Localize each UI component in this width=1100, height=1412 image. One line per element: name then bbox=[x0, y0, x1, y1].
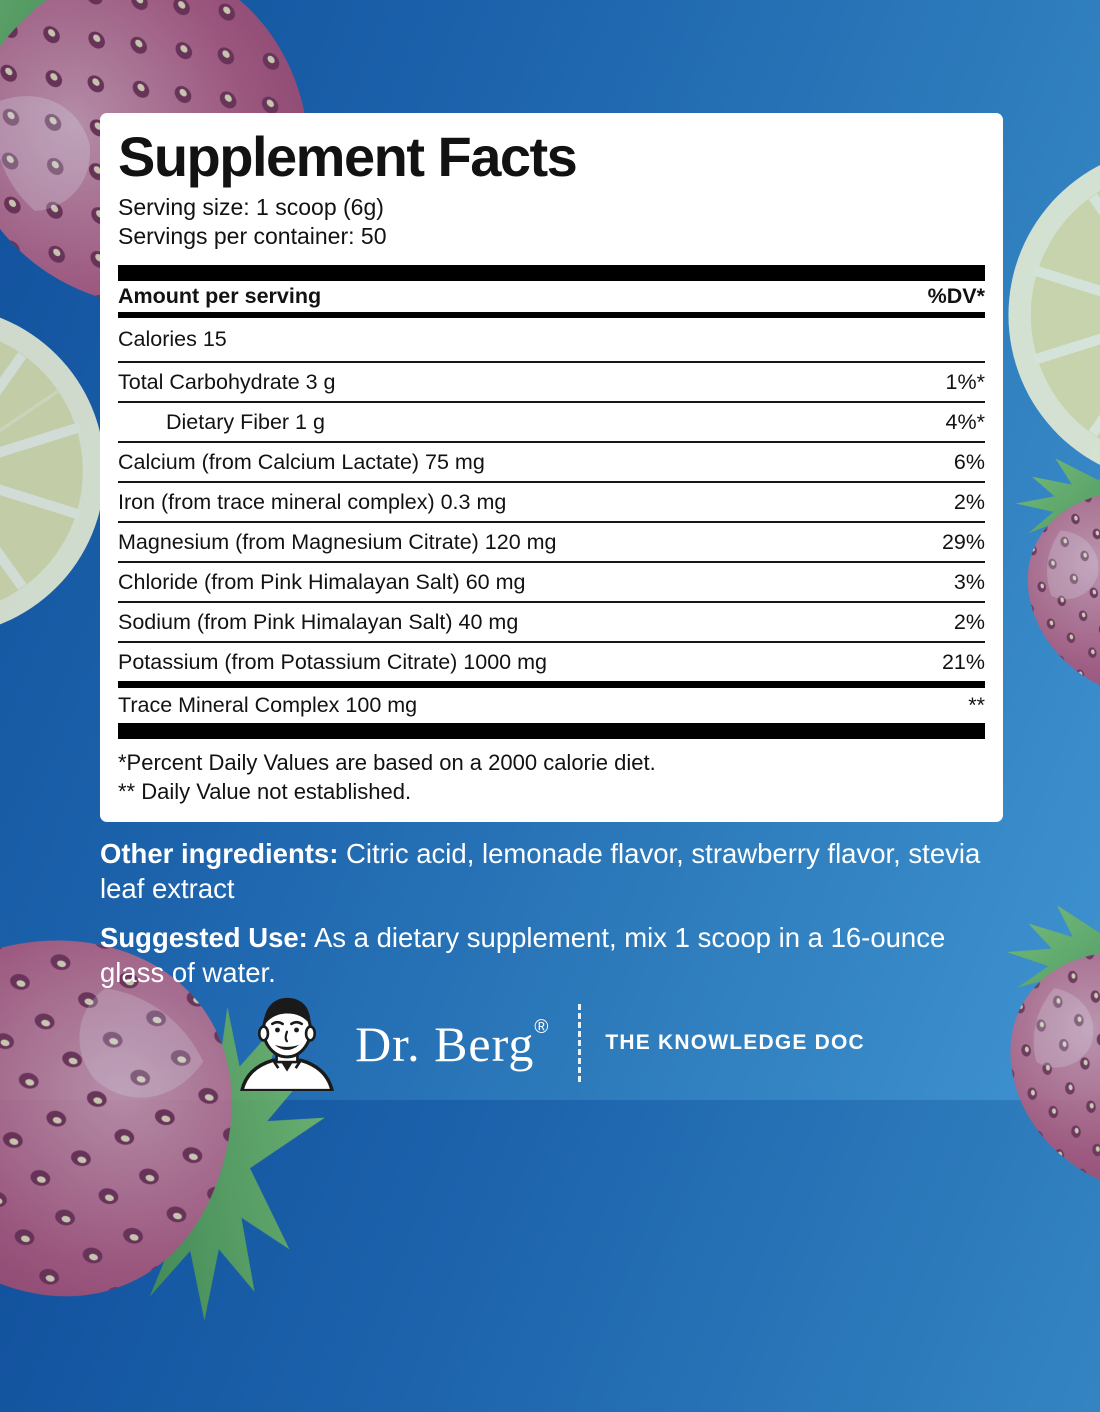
table-row: Total Carbohydrate 3 g 1%* bbox=[118, 363, 985, 403]
lemon-slice-image bbox=[1008, 165, 1100, 465]
table-row: Dietary Fiber 1 g 4%* bbox=[118, 403, 985, 443]
registered-mark: ® bbox=[534, 1017, 549, 1038]
suggested-use-label: Suggested Use: bbox=[100, 922, 308, 953]
brand-name: Dr. Berg® bbox=[355, 1016, 549, 1072]
brand-divider bbox=[578, 1004, 582, 1082]
table-row: Calories 15 bbox=[118, 318, 985, 363]
table-row: Calcium (from Calcium Lactate) 75 mg 6% bbox=[118, 443, 985, 483]
divider-thick bbox=[118, 265, 985, 281]
table-row: Trace Mineral Complex 100 mg ** bbox=[118, 693, 985, 717]
table-row: Magnesium (from Magnesium Citrate) 120 m… bbox=[118, 523, 985, 563]
brand-row: Dr. Berg® THE KNOWLEDGE DOC bbox=[0, 995, 1100, 1091]
table-header: Amount per serving %DV* bbox=[118, 281, 985, 312]
footnote-not-established: ** Daily Value not established. bbox=[118, 779, 412, 804]
footnotes: *Percent Daily Values are based on a 200… bbox=[118, 748, 985, 806]
panel-title: Supplement Facts bbox=[118, 125, 578, 188]
dr-berg-face-icon bbox=[240, 997, 334, 1091]
suggested-use-text: As a dietary supplement, mix 1 scoop in … bbox=[100, 922, 946, 988]
table-row: Chloride (from Pink Himalayan Salt) 60 m… bbox=[118, 563, 985, 603]
other-ingredients-text: Citric acid, lemonade flavor, strawberry… bbox=[100, 838, 981, 904]
header-dv: %DV* bbox=[927, 284, 985, 308]
other-ingredients-label: Other ingredients: bbox=[100, 838, 339, 869]
other-ingredients: Other ingredients: Citric acid, lemonade… bbox=[100, 836, 1008, 906]
table-row: Sodium (from Pink Himalayan Salt) 40 mg … bbox=[118, 603, 985, 643]
supplement-facts-panel: Supplement Facts Serving size: 1 scoop (… bbox=[100, 113, 1003, 822]
lemon-slice-image bbox=[0, 317, 105, 625]
serving-size: Serving size: 1 scoop (6g) bbox=[118, 194, 384, 220]
header-amount: Amount per serving bbox=[118, 284, 322, 308]
strawberry-image bbox=[1015, 440, 1100, 700]
strawberry-image bbox=[0, 940, 325, 1321]
servings-per-container: Servings per container: 50 bbox=[118, 223, 387, 249]
table-row: Potassium (from Potassium Citrate) 1000 … bbox=[118, 643, 985, 688]
footnote-dv: *Percent Daily Values are based on a 200… bbox=[118, 750, 656, 775]
suggested-use: Suggested Use: As a dietary supplement, … bbox=[100, 920, 1008, 990]
divider-thick-bottom bbox=[118, 723, 985, 739]
label-artwork: Supplement Facts Serving size: 1 scoop (… bbox=[0, 0, 1100, 1321]
brand-tagline: THE KNOWLEDGE DOC bbox=[605, 1031, 865, 1054]
divider-medium bbox=[118, 312, 985, 318]
table-row: Iron (from trace mineral complex) 0.3 mg… bbox=[118, 483, 985, 523]
